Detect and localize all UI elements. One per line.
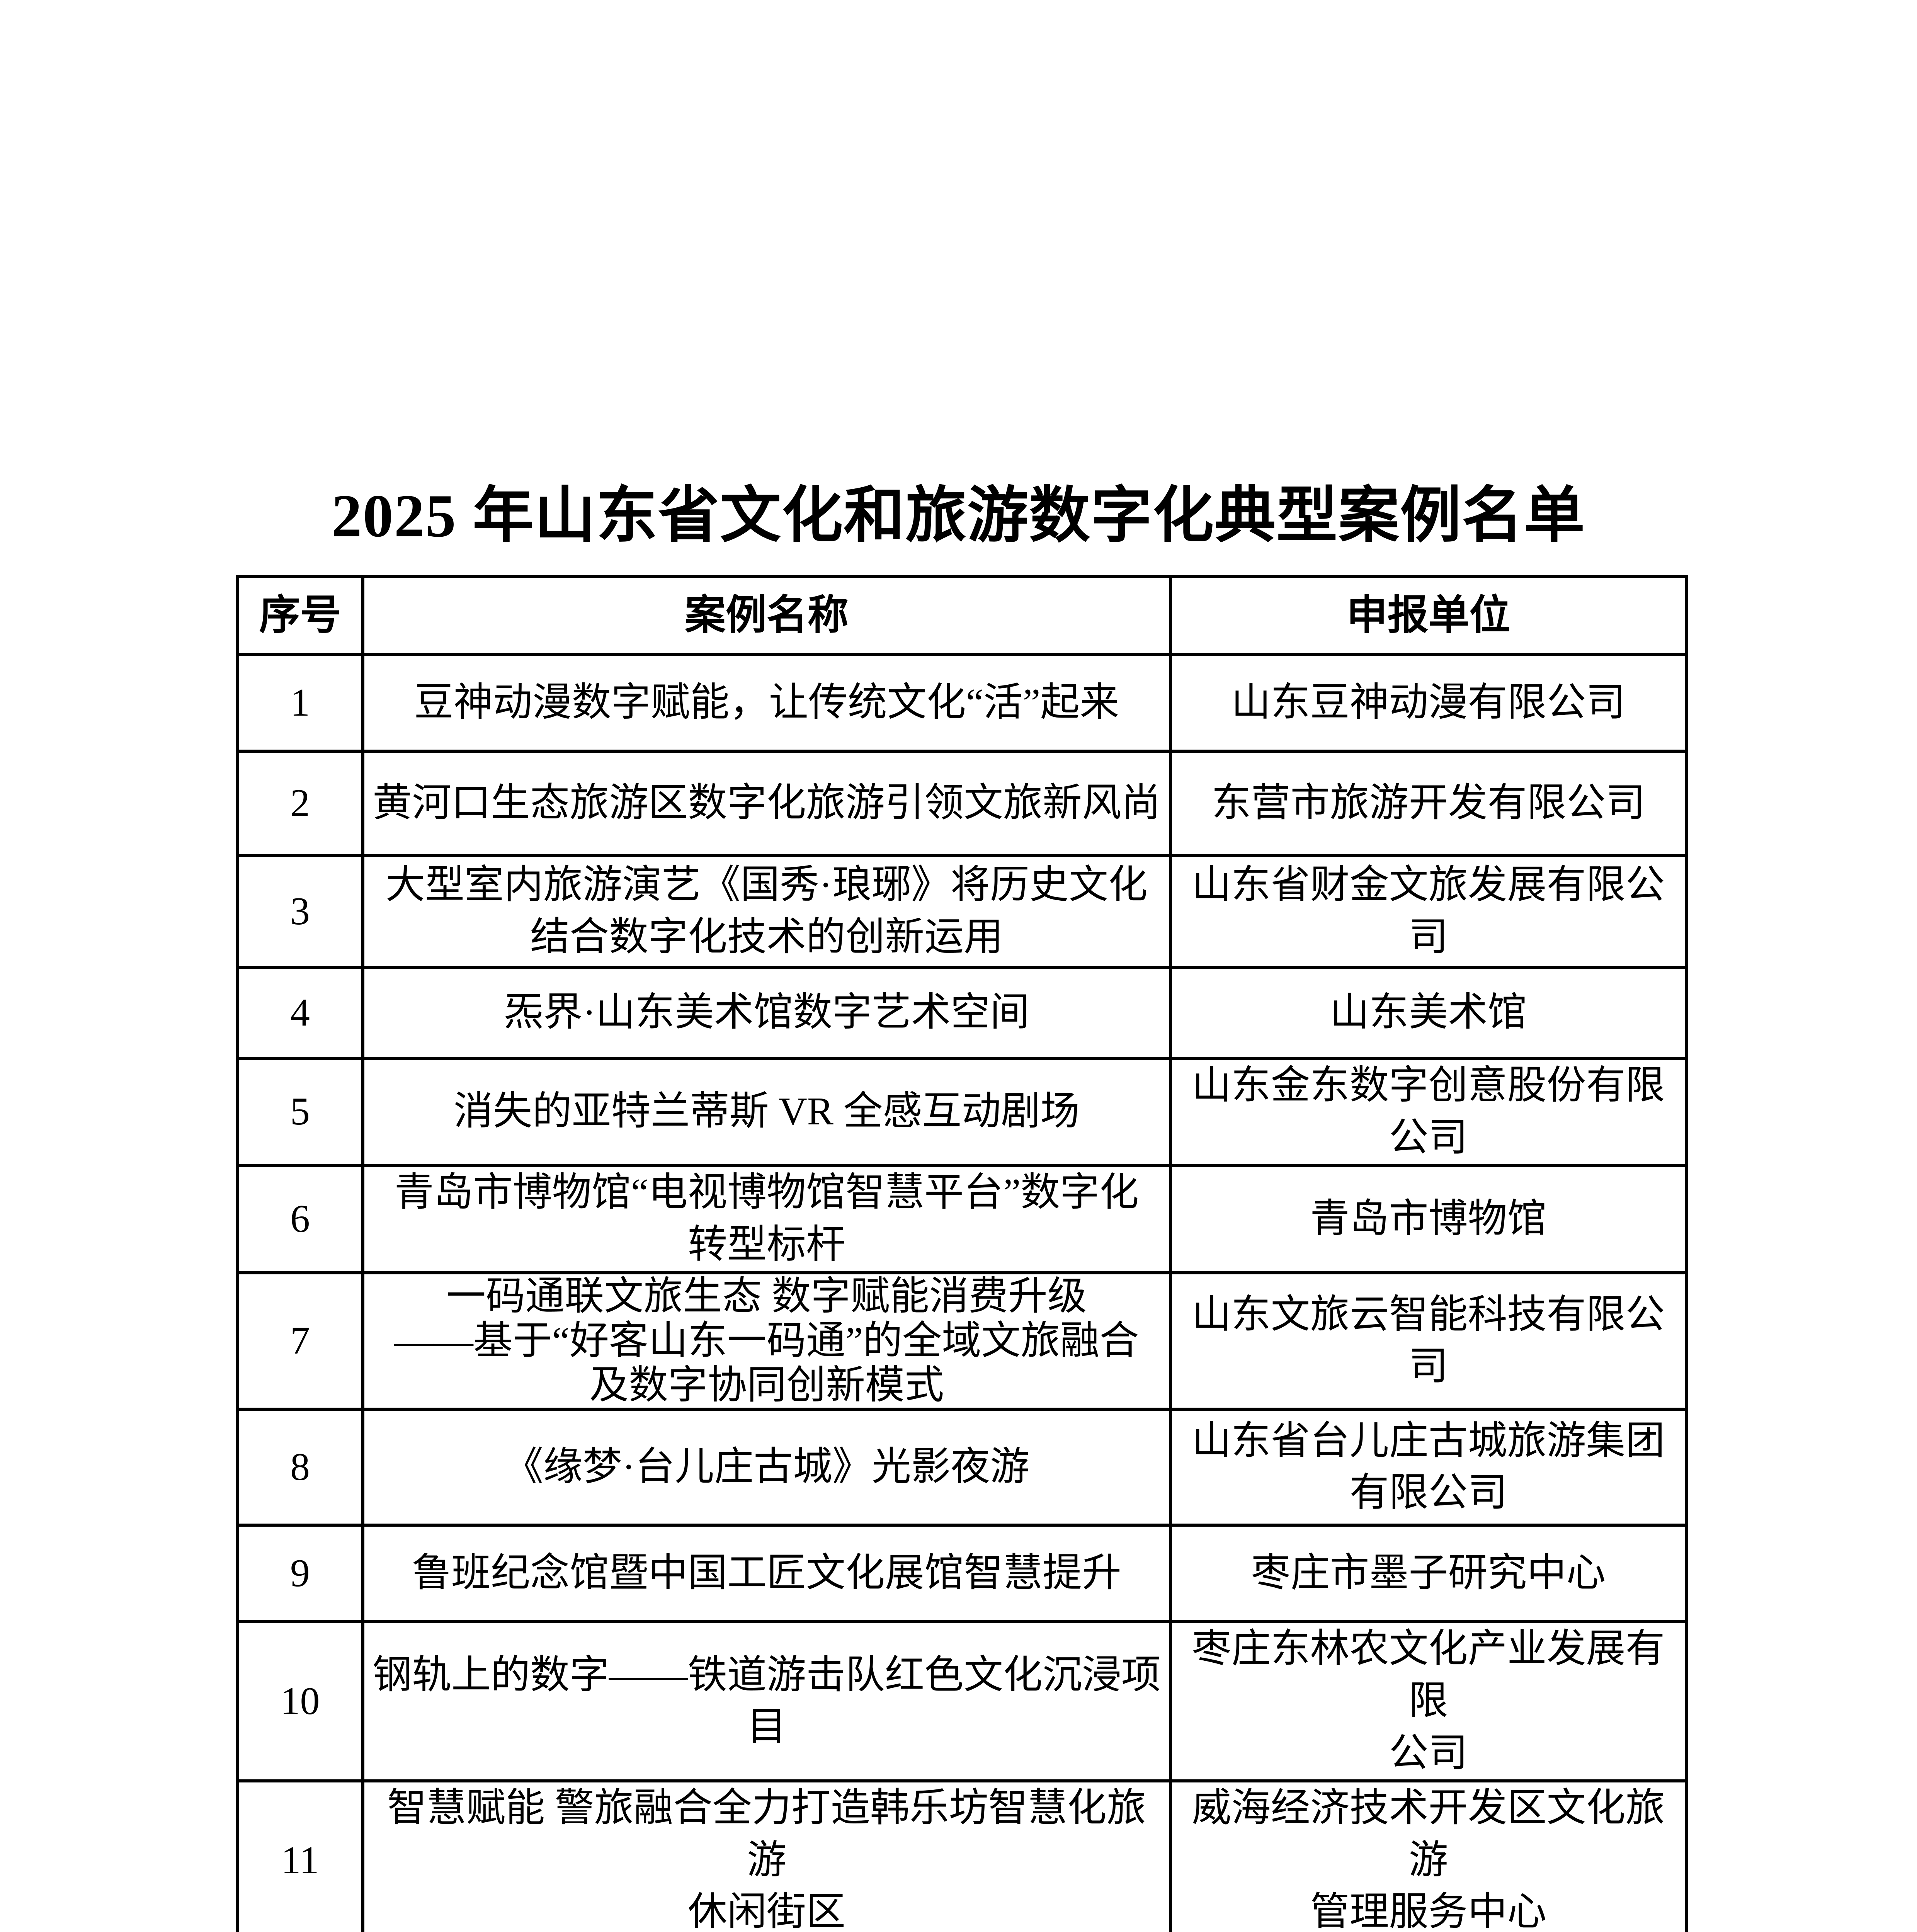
table-header-row: 序号 案例名称 申报单位 [236, 575, 1688, 656]
header-org: 申报单位 [1169, 575, 1688, 656]
index-cell: 8 [236, 1408, 364, 1527]
case-name-cell: 鲁班纪念馆暨中国工匠文化展馆智慧提升 [361, 1524, 1172, 1624]
org-cell: 东营市旅游开发有限公司 [1169, 750, 1688, 857]
case-name-cell: 豆神动漫数字赋能，让传统文化“活”起来 [361, 653, 1172, 753]
case-table: 序号 案例名称 申报单位 1 豆神动漫数字赋能，让传统文化“活”起来 山东豆神动… [236, 575, 1688, 1932]
index-cell: 2 [236, 750, 364, 857]
case-name-cell: 炁界·山东美术馆数字艺术空间 [361, 966, 1172, 1060]
index-cell: 10 [236, 1620, 364, 1783]
org-cell: 山东省台儿庄古城旅游集团 有限公司 [1169, 1408, 1688, 1527]
case-name-cell: 大型室内旅游演艺《国秀·琅琊》将历史文化 结合数字化技术的创新运用 [361, 854, 1172, 969]
org-cell: 青岛市博物馆 [1169, 1164, 1688, 1274]
header-case-name: 案例名称 [361, 575, 1172, 656]
header-index: 序号 [236, 575, 364, 656]
case-name-cell: 青岛市博物馆“电视博物馆智慧平台”数字化 转型标杆 [361, 1164, 1172, 1274]
case-name-cell: 智慧赋能 警旅融合全力打造韩乐坊智慧化旅游 休闲街区 [361, 1779, 1172, 1932]
table-row: 7 一码通联文旅生态 数字赋能消费升级 ——基于“好客山东一码通”的全域文旅融合… [236, 1271, 1688, 1411]
case-name-cell: 《缘梦·台儿庄古城》光影夜游 [361, 1408, 1172, 1527]
index-cell: 1 [236, 653, 364, 753]
table-row: 9 鲁班纪念馆暨中国工匠文化展馆智慧提升 枣庄市墨子研究中心 [236, 1524, 1688, 1624]
table-row: 1 豆神动漫数字赋能，让传统文化“活”起来 山东豆神动漫有限公司 [236, 653, 1688, 753]
index-cell: 6 [236, 1164, 364, 1274]
index-cell: 4 [236, 966, 364, 1060]
index-cell: 5 [236, 1056, 364, 1167]
org-cell: 山东美术馆 [1169, 966, 1688, 1060]
case-name-cell: 消失的亚特兰蒂斯 VR 全感互动剧场 [361, 1056, 1172, 1167]
table-row: 11 智慧赋能 警旅融合全力打造韩乐坊智慧化旅游 休闲街区 威海经济技术开发区文… [236, 1779, 1688, 1932]
table-row: 10 钢轨上的数字——铁道游击队红色文化沉浸项目 枣庄东林农文化产业发展有限 公… [236, 1620, 1688, 1783]
table-row: 4 炁界·山东美术馆数字艺术空间 山东美术馆 [236, 966, 1688, 1060]
table-row: 5 消失的亚特兰蒂斯 VR 全感互动剧场 山东金东数字创意股份有限公司 [236, 1056, 1688, 1167]
table-row: 6 青岛市博物馆“电视博物馆智慧平台”数字化 转型标杆 青岛市博物馆 [236, 1164, 1688, 1274]
org-cell: 枣庄市墨子研究中心 [1169, 1524, 1688, 1624]
index-cell: 7 [236, 1271, 364, 1411]
case-name-cell: 钢轨上的数字——铁道游击队红色文化沉浸项目 [361, 1620, 1172, 1783]
table-row: 8 《缘梦·台儿庄古城》光影夜游 山东省台儿庄古城旅游集团 有限公司 [236, 1408, 1688, 1527]
index-cell: 9 [236, 1524, 364, 1624]
table-row: 3 大型室内旅游演艺《国秀·琅琊》将历史文化 结合数字化技术的创新运用 山东省财… [236, 854, 1688, 969]
table-row: 2 黄河口生态旅游区数字化旅游引领文旅新风尚 东营市旅游开发有限公司 [236, 750, 1688, 857]
org-cell: 山东金东数字创意股份有限公司 [1169, 1056, 1688, 1167]
org-cell: 山东豆神动漫有限公司 [1169, 653, 1688, 753]
org-cell: 山东省财金文旅发展有限公司 [1169, 854, 1688, 969]
org-cell: 威海经济技术开发区文化旅游 管理服务中心 [1169, 1779, 1688, 1932]
org-cell: 山东文旅云智能科技有限公司 [1169, 1271, 1688, 1411]
case-name-cell: 黄河口生态旅游区数字化旅游引领文旅新风尚 [361, 750, 1172, 857]
case-name-cell: 一码通联文旅生态 数字赋能消费升级 ——基于“好客山东一码通”的全域文旅融合 及… [361, 1271, 1172, 1411]
index-cell: 3 [236, 854, 364, 969]
org-cell: 枣庄东林农文化产业发展有限 公司 [1169, 1620, 1688, 1783]
page-title: 2025 年山东省文化和旅游数字化典型案例名单 [331, 482, 1586, 550]
index-cell: 11 [236, 1779, 364, 1932]
